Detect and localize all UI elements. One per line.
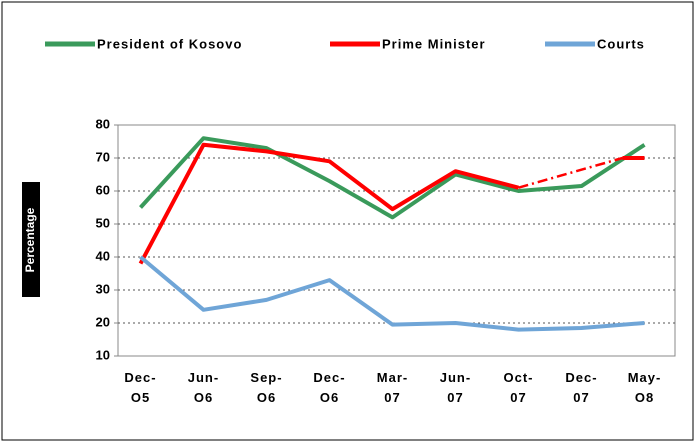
x-tick-label: Dec-O5	[124, 370, 157, 405]
legend-label: Prime Minister	[382, 36, 486, 51]
series-line	[138, 142, 520, 265]
series-bridge	[518, 156, 623, 189]
y-tick-label: 30	[96, 281, 110, 296]
series-line	[139, 255, 645, 332]
y-label-box	[22, 182, 40, 297]
x-tick-label: Dec-07	[565, 370, 598, 405]
y-tick-label: 80	[96, 116, 110, 131]
y-tick-label: 20	[96, 314, 110, 329]
y-tick-label: 70	[96, 149, 110, 164]
y-tick-label: 50	[96, 215, 110, 230]
y-axis-label: Percentage	[23, 207, 37, 272]
legend-label: Courts	[597, 36, 645, 51]
x-tick-label: Jun-O6	[187, 370, 220, 405]
series-line	[139, 136, 646, 220]
x-tick-label: Sep-O6	[250, 370, 283, 405]
legend-label: President of Kosovo	[97, 36, 242, 51]
x-tick-label: Oct-07	[503, 370, 534, 405]
plot-area	[117, 124, 676, 357]
x-tick-label: Jun-07	[439, 370, 472, 405]
y-tick-label: 40	[96, 248, 110, 263]
y-tick-label: 60	[96, 182, 110, 197]
y-tick-label: 10	[96, 347, 110, 362]
x-tick-label: Mar-07	[376, 370, 409, 405]
x-tick-label: May-O8	[627, 370, 662, 405]
x-tick-label: Dec-O6	[313, 370, 346, 405]
